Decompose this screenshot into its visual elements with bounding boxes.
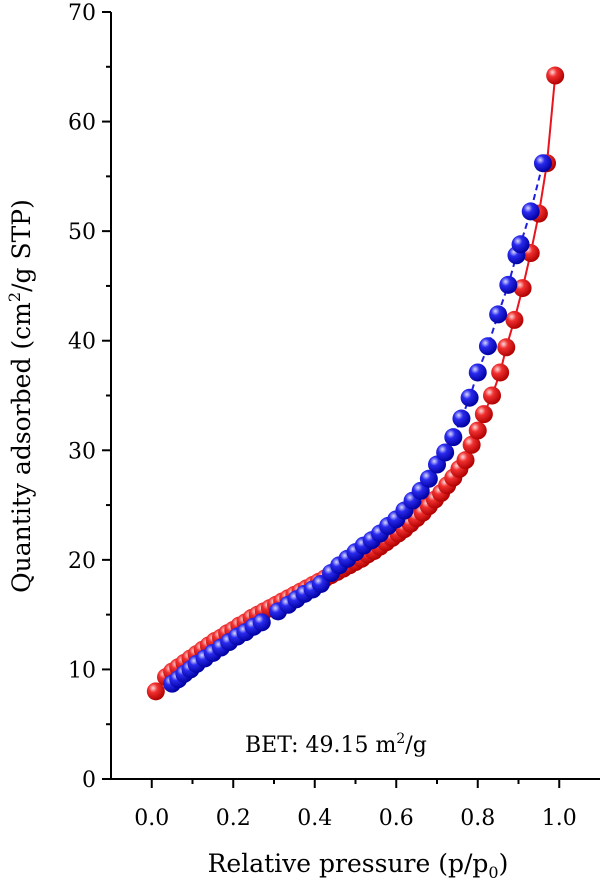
y-tick-label: 50 [68,220,96,245]
series-0-point [491,363,510,382]
series-0-markers [146,66,565,701]
x-tick-label: 0.8 [460,806,495,831]
series-1-point [419,469,438,488]
bet-annotation-text: BET: 49.15 m [245,733,396,758]
y-axis-label-end: /g STP) [7,199,36,292]
y-axis-ticks: 0 10 20 30 40 50 60 70 [68,1,111,793]
x-tick-label: 0.2 [216,806,251,831]
y-tick-label: 40 [68,330,96,355]
series-0-point [456,451,475,470]
x-axis-label: Relative pressure (p/p0) [208,849,509,882]
x-axis-label-main: Relative pressure (p/p [208,849,489,878]
series-1-point [499,275,518,294]
series-0-point [513,279,532,298]
y-axis-label: Quantity adsorbed (cm2/g STP) [5,199,36,593]
series-1-point [478,337,497,356]
series-0-point [483,386,502,405]
y-tick-label: 10 [68,658,96,683]
bet-annotation-sup: 2 [396,731,405,747]
series-0-point [505,310,524,329]
series-0-point [146,682,165,701]
x-tick-label: 0.6 [379,806,414,831]
series-0-point [468,421,487,440]
series-1-point [489,305,508,324]
series-1-point [444,428,463,447]
bet-annotation-end: /g [405,733,427,758]
x-axis-label-end: ) [499,849,509,878]
series-0-point [474,405,493,424]
y-axis-label-main: Quantity adsorbed (cm [7,302,36,593]
series-0-line [154,75,557,692]
y-tick-label: 0 [82,768,96,793]
series-1-point [468,363,487,382]
x-axis-ticks: 0.0 0.2 0.4 0.6 0.8 1.0 [134,779,577,831]
series-1-point [452,409,471,428]
x-axis-label-sub: 0 [488,863,498,882]
series-1-point [252,613,271,632]
x-tick-label: 1.0 [542,806,577,831]
x-tick-label: 0.4 [297,806,332,831]
series-1-markers [163,154,552,693]
y-tick-label: 20 [68,549,96,574]
bet-annotation: BET: 49.15 m2/g [245,731,427,758]
y-tick-label: 30 [68,439,96,464]
series-1-point [511,235,530,254]
series-0-point [546,66,565,85]
series-0-point [462,435,481,454]
y-axis-label-sup: 2 [5,292,24,302]
series-1-point [521,202,540,221]
series-1-line [171,162,544,685]
series-1-point [533,154,552,173]
series-points [146,66,565,701]
series-1-point [460,388,479,407]
series-lines [154,75,557,692]
x-tick-label: 0.0 [134,806,169,831]
y-tick-label: 60 [68,111,96,136]
series-0-point [497,338,516,357]
y-tick-label: 70 [68,1,96,26]
series-1-point [436,443,455,462]
